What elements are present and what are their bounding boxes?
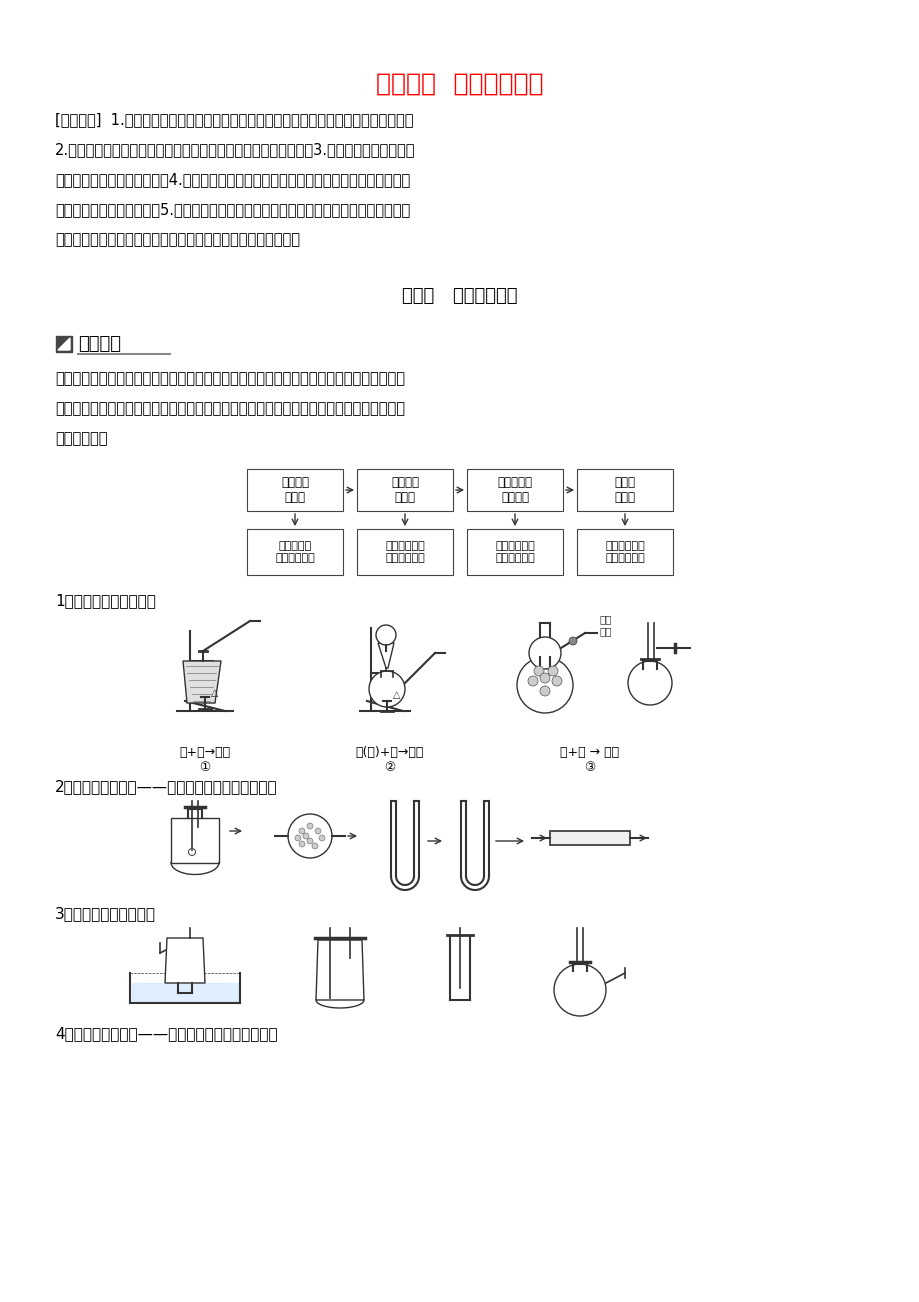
Text: △: △ — [211, 687, 219, 698]
Text: 考查反应原理
或实验现象等: 考查反应原理 或实验现象等 — [494, 542, 534, 562]
Bar — [357, 529, 452, 575]
Text: ①: ① — [199, 760, 210, 773]
Polygon shape — [378, 643, 393, 668]
Polygon shape — [183, 661, 221, 703]
Text: 查内容一般为: 查内容一般为 — [55, 431, 108, 447]
Text: 固+固→气体: 固+固→气体 — [179, 746, 231, 759]
Circle shape — [528, 676, 538, 686]
Text: 固(液)+液→气体: 固(液)+液→气体 — [356, 746, 424, 759]
Text: 考点一   评价型实验题: 考点一 评价型实验题 — [402, 286, 517, 305]
Circle shape — [539, 673, 550, 684]
Circle shape — [299, 828, 305, 835]
Text: 气体的净
化装置: 气体的净 化装置 — [391, 477, 418, 504]
Text: 考查尾气处理
的原理、方法: 考查尾气处理 的原理、方法 — [605, 542, 644, 562]
Circle shape — [568, 637, 576, 644]
Circle shape — [312, 842, 318, 849]
Bar — [56, 336, 72, 352]
Circle shape — [299, 841, 305, 848]
Bar — [467, 529, 562, 575]
Circle shape — [528, 637, 561, 669]
Text: 多孔
隔板: 多孔 隔板 — [599, 615, 612, 635]
Circle shape — [288, 814, 332, 858]
Bar — [576, 469, 673, 510]
Text: ③: ③ — [584, 760, 595, 773]
Circle shape — [539, 686, 550, 697]
Text: 1．常见的气体发生装置: 1．常见的气体发生装置 — [55, 592, 155, 608]
Circle shape — [307, 823, 312, 829]
Text: 或处理，并得出合理结论。5.能综合运用化学实验原理和方法，设计实验方案解决简单的化: 或处理，并得出合理结论。5.能综合运用化学实验原理和方法，设计实验方案解决简单的… — [55, 202, 410, 217]
Polygon shape — [165, 937, 205, 983]
Circle shape — [295, 835, 301, 841]
Polygon shape — [171, 818, 219, 862]
Circle shape — [516, 658, 573, 713]
Text: 考查反应原
理、防堵塞等: 考查反应原 理、防堵塞等 — [275, 542, 314, 562]
Text: 2.了解常见气体和一些简单化合物的制备原理和实验室制备方法。3.了解控制实验条件的方: 2.了解常见气体和一些简单化合物的制备原理和实验室制备方法。3.了解控制实验条件… — [55, 142, 415, 158]
Text: ②: ② — [384, 760, 395, 773]
Text: 4．常见的量气装置——通过排液法测量气体的体积: 4．常见的量气装置——通过排液法测量气体的体积 — [55, 1026, 278, 1042]
Polygon shape — [58, 339, 70, 350]
Text: 固+液 → 气体: 固+液 → 气体 — [560, 746, 618, 759]
Text: 制备和应用探究型等，该类试题一般以实验装置图的形式给出实验的流程，其实验流程与考: 制备和应用探究型等，该类试题一般以实验装置图的形式给出实验的流程，其实验流程与考 — [55, 401, 404, 417]
Circle shape — [533, 667, 543, 676]
Bar — [357, 469, 452, 510]
Text: 2．常见的净化装置——用于除去气体中的杂质气体: 2．常见的净化装置——用于除去气体中的杂质气体 — [55, 779, 278, 794]
Text: 尾气处
理装置: 尾气处 理装置 — [614, 477, 635, 504]
Circle shape — [551, 676, 562, 686]
Circle shape — [548, 667, 558, 676]
Text: [考纲要求]  1.知道化学实验是化学科学探究的一种重要方法，了解实验探究的一般过程。: [考纲要求] 1.知道化学实验是化学科学探究的一种重要方法，了解实验探究的一般过… — [55, 112, 413, 128]
Circle shape — [314, 828, 321, 835]
Polygon shape — [315, 940, 364, 1000]
Bar — [576, 529, 673, 575]
Circle shape — [553, 963, 606, 1016]
Text: 气体的发
生装置: 气体的发 生装置 — [280, 477, 309, 504]
Circle shape — [369, 671, 404, 707]
Bar — [246, 469, 343, 510]
Text: 知识精讲: 知识精讲 — [78, 335, 121, 353]
Circle shape — [307, 838, 312, 844]
Text: △: △ — [392, 690, 401, 700]
Circle shape — [376, 625, 395, 644]
Text: 学问题，能对实验方案、实验过程和实验结果进行分析和评价。: 学问题，能对实验方案、实验过程和实验结果进行分析和评价。 — [55, 232, 300, 247]
Text: 物质制备或
性质实验: 物质制备或 性质实验 — [497, 477, 532, 504]
Circle shape — [319, 835, 324, 841]
Bar — [467, 469, 562, 510]
Text: 3．常见的气体收集装置: 3．常见的气体收集装置 — [55, 906, 156, 921]
Circle shape — [628, 661, 671, 704]
Circle shape — [302, 833, 309, 838]
Bar — [246, 529, 343, 575]
Bar — [550, 831, 630, 845]
Text: 法，能改进简单的实验方案。4.能识别简单的实验仪器装置图，能对实验数据进行初步分析: 法，能改进简单的实验方案。4.能识别简单的实验仪器装置图，能对实验数据进行初步分… — [55, 172, 410, 187]
Text: 考查除杂试剂
选取以及顺序: 考查除杂试剂 选取以及顺序 — [385, 542, 425, 562]
Text: 评价型实验题包括的题型很多，其中比较典型的有物质性质探究型、组成成分探究型、物质: 评价型实验题包括的题型很多，其中比较典型的有物质性质探究型、组成成分探究型、物质 — [55, 371, 404, 385]
Text: 专题十五  综合实验探究: 专题十五 综合实验探究 — [376, 72, 543, 96]
